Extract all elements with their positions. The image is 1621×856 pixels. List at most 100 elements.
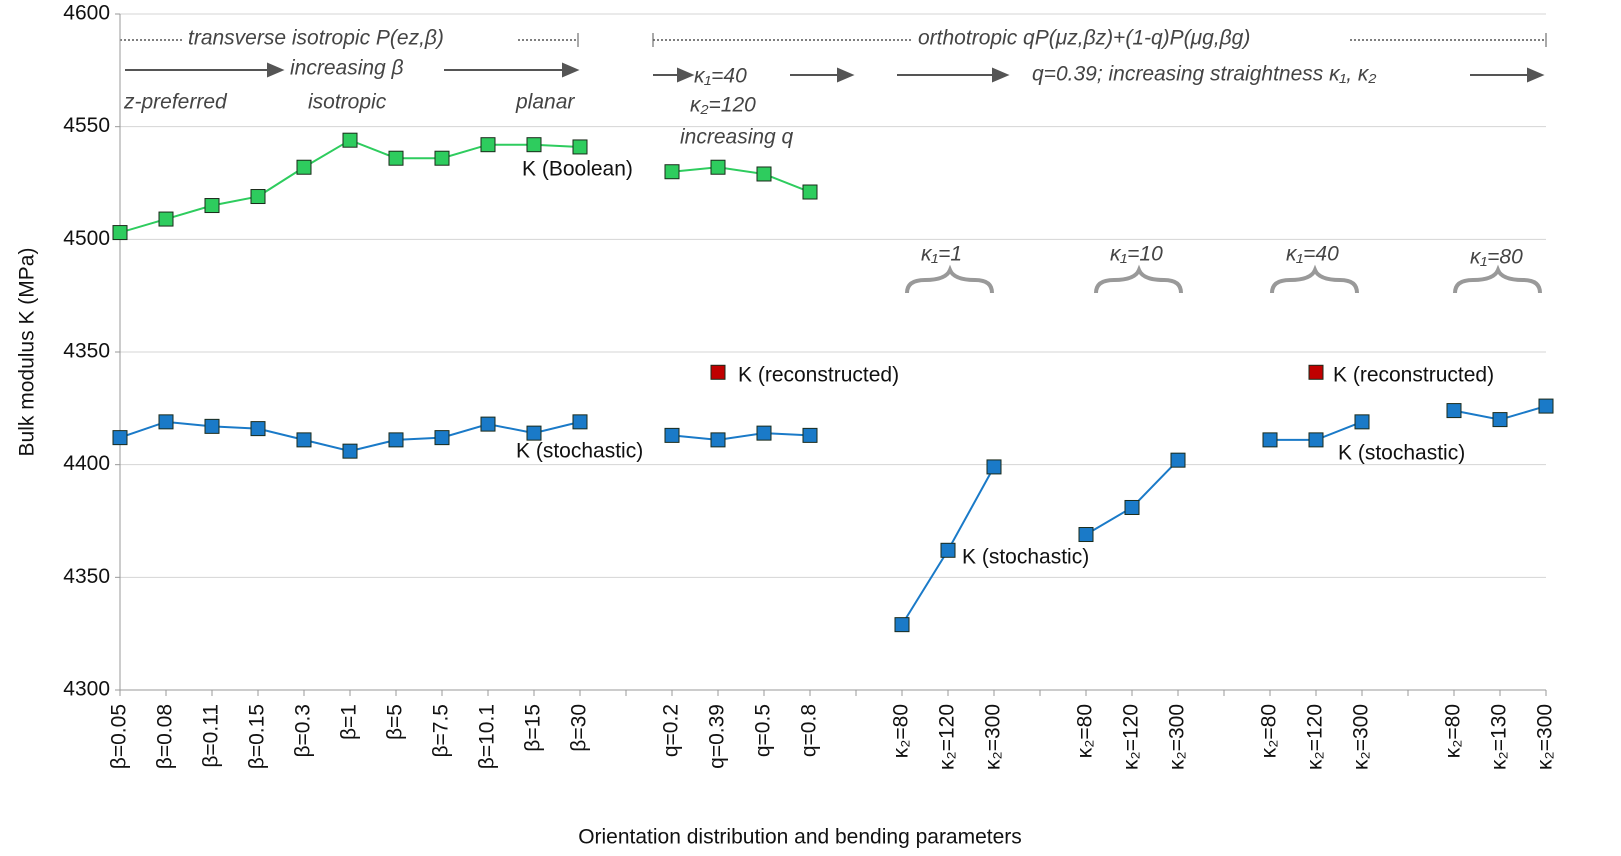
marker — [158, 414, 174, 430]
annotation: κ₂=120 — [690, 94, 756, 117]
x-tick-label: κ₂=120 — [1120, 704, 1143, 770]
annotation: increasing β — [290, 57, 404, 80]
x-tick-label: κ₂=80 — [890, 704, 913, 758]
x-tick-label: β=0.08 — [154, 704, 177, 769]
series-line — [119, 139, 811, 234]
x-tick-label: κ₂=120 — [936, 704, 959, 770]
marker — [296, 159, 312, 175]
x-tick-label: β=5 — [384, 704, 407, 740]
y-tick-label: 4550 — [63, 114, 110, 137]
x-tick-label: β=0.11 — [200, 704, 223, 768]
x-tick-label: β=0.3 — [292, 704, 315, 758]
marker — [342, 132, 358, 148]
annotation: isotropic — [308, 91, 387, 114]
marker — [940, 542, 956, 558]
marker — [1308, 432, 1324, 448]
annotation: K (reconstructed) — [1333, 364, 1494, 387]
marker — [572, 139, 588, 155]
marker — [1124, 499, 1140, 515]
marker — [388, 432, 404, 448]
x-tick-label: κ₂=120 — [1304, 704, 1327, 770]
x-tick-label: β=7.5 — [430, 704, 453, 758]
annotation: K (reconstructed) — [738, 364, 899, 387]
x-tick-label: κ₂=130 — [1488, 704, 1511, 770]
marker — [1492, 412, 1508, 428]
marker — [526, 137, 542, 153]
marker — [296, 432, 312, 448]
marker — [112, 225, 128, 241]
marker — [204, 198, 220, 214]
x-tick-label: β=15 — [522, 704, 545, 752]
x-tick-label: β=0.15 — [246, 704, 269, 769]
series-line — [119, 405, 1547, 626]
marker — [250, 189, 266, 205]
x-axis-title: Orientation distribution and bending par… — [578, 826, 1022, 849]
y-tick-label: 4400 — [63, 452, 110, 475]
marker — [480, 416, 496, 432]
annotation: q=0.39; increasing straightness κ₁, κ₂ — [1032, 63, 1376, 86]
annotation: z-preferred — [123, 91, 228, 114]
marker — [342, 443, 358, 459]
x-tick-label: β=1 — [338, 704, 361, 740]
annotation: increasing q — [680, 126, 794, 149]
annotation: transverse isotropic P(ez,β) — [188, 27, 444, 50]
marker — [710, 159, 726, 175]
annotation: planar — [515, 91, 575, 114]
marker — [1446, 403, 1462, 419]
annotation: K (Boolean) — [522, 158, 633, 181]
decorations — [119, 33, 1547, 294]
marker — [434, 150, 450, 166]
marker — [526, 425, 542, 441]
marker — [894, 617, 910, 633]
x-tick-label: κ₂=80 — [1074, 704, 1097, 758]
marker — [388, 150, 404, 166]
marker — [664, 427, 680, 443]
x-tick-label: β=0.05 — [108, 704, 131, 769]
x-tick-label: q=0.5 — [752, 704, 775, 757]
marker — [112, 430, 128, 446]
marker — [204, 418, 220, 434]
marker — [1538, 398, 1554, 414]
marker — [756, 166, 772, 182]
marker — [802, 427, 818, 443]
annotation: κ₁=40 — [1286, 243, 1339, 266]
y-tick-label: 4350 — [63, 340, 110, 363]
x-tick-label: q=0.8 — [798, 704, 821, 757]
marker — [434, 430, 450, 446]
x-tick-label: q=0.2 — [660, 704, 683, 757]
annotation: K (stochastic) — [516, 440, 643, 463]
x-tick-label: κ₂=300 — [1350, 704, 1373, 770]
y-tick-label: 4500 — [63, 227, 110, 250]
marker — [802, 184, 818, 200]
annotation: κ₁=1 — [921, 243, 962, 266]
marker — [1170, 452, 1186, 468]
marker — [1262, 432, 1278, 448]
marker — [572, 414, 588, 430]
annotation: orthotropic qP(μz,βz)+(1-q)P(μg,βg) — [918, 27, 1250, 50]
x-tick-label: q=0.39 — [706, 704, 729, 769]
annotation: κ₁=10 — [1110, 243, 1163, 266]
marker — [1308, 364, 1324, 380]
annotation: K (stochastic) — [1338, 442, 1465, 465]
annotation: K (stochastic) — [962, 546, 1089, 569]
x-tick-label: κ₂=300 — [1166, 704, 1189, 770]
marker — [250, 421, 266, 437]
x-tick-label: κ₂=80 — [1442, 704, 1465, 758]
x-tick-label: β=30 — [568, 704, 591, 752]
marker — [480, 137, 496, 153]
marker — [158, 211, 174, 227]
marker — [1354, 414, 1370, 430]
marker — [1078, 527, 1094, 543]
x-tick-label: κ₂=300 — [982, 704, 1005, 770]
marker — [986, 459, 1002, 475]
y-tick-label: 4300 — [63, 678, 110, 701]
x-tick-label: κ₂=300 — [1534, 704, 1557, 770]
x-tick-label: κ₂=80 — [1258, 704, 1281, 758]
marker — [710, 364, 726, 380]
y-tick-label: 4600 — [63, 2, 110, 25]
marker — [664, 164, 680, 180]
marker — [756, 425, 772, 441]
y-tick-label: 4350 — [63, 565, 110, 588]
annotation: κ₁=40 — [694, 65, 747, 88]
